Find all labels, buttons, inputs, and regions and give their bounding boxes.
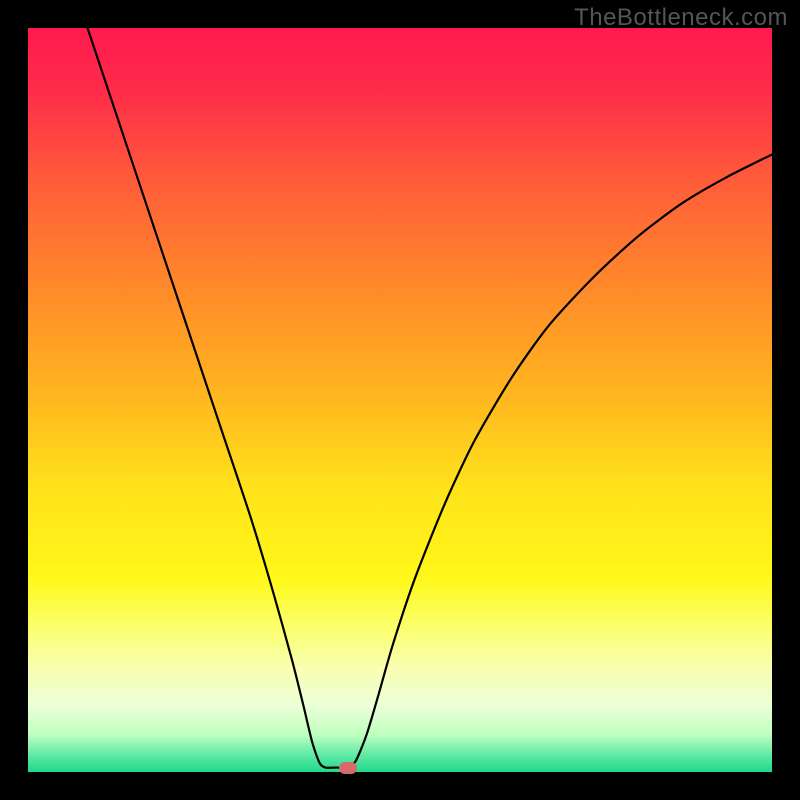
curve-path xyxy=(88,28,772,768)
bottleneck-curve xyxy=(28,28,772,772)
outer-frame: TheBottleneck.com xyxy=(0,0,800,800)
trough-marker xyxy=(339,762,357,774)
plot-area xyxy=(28,28,772,772)
